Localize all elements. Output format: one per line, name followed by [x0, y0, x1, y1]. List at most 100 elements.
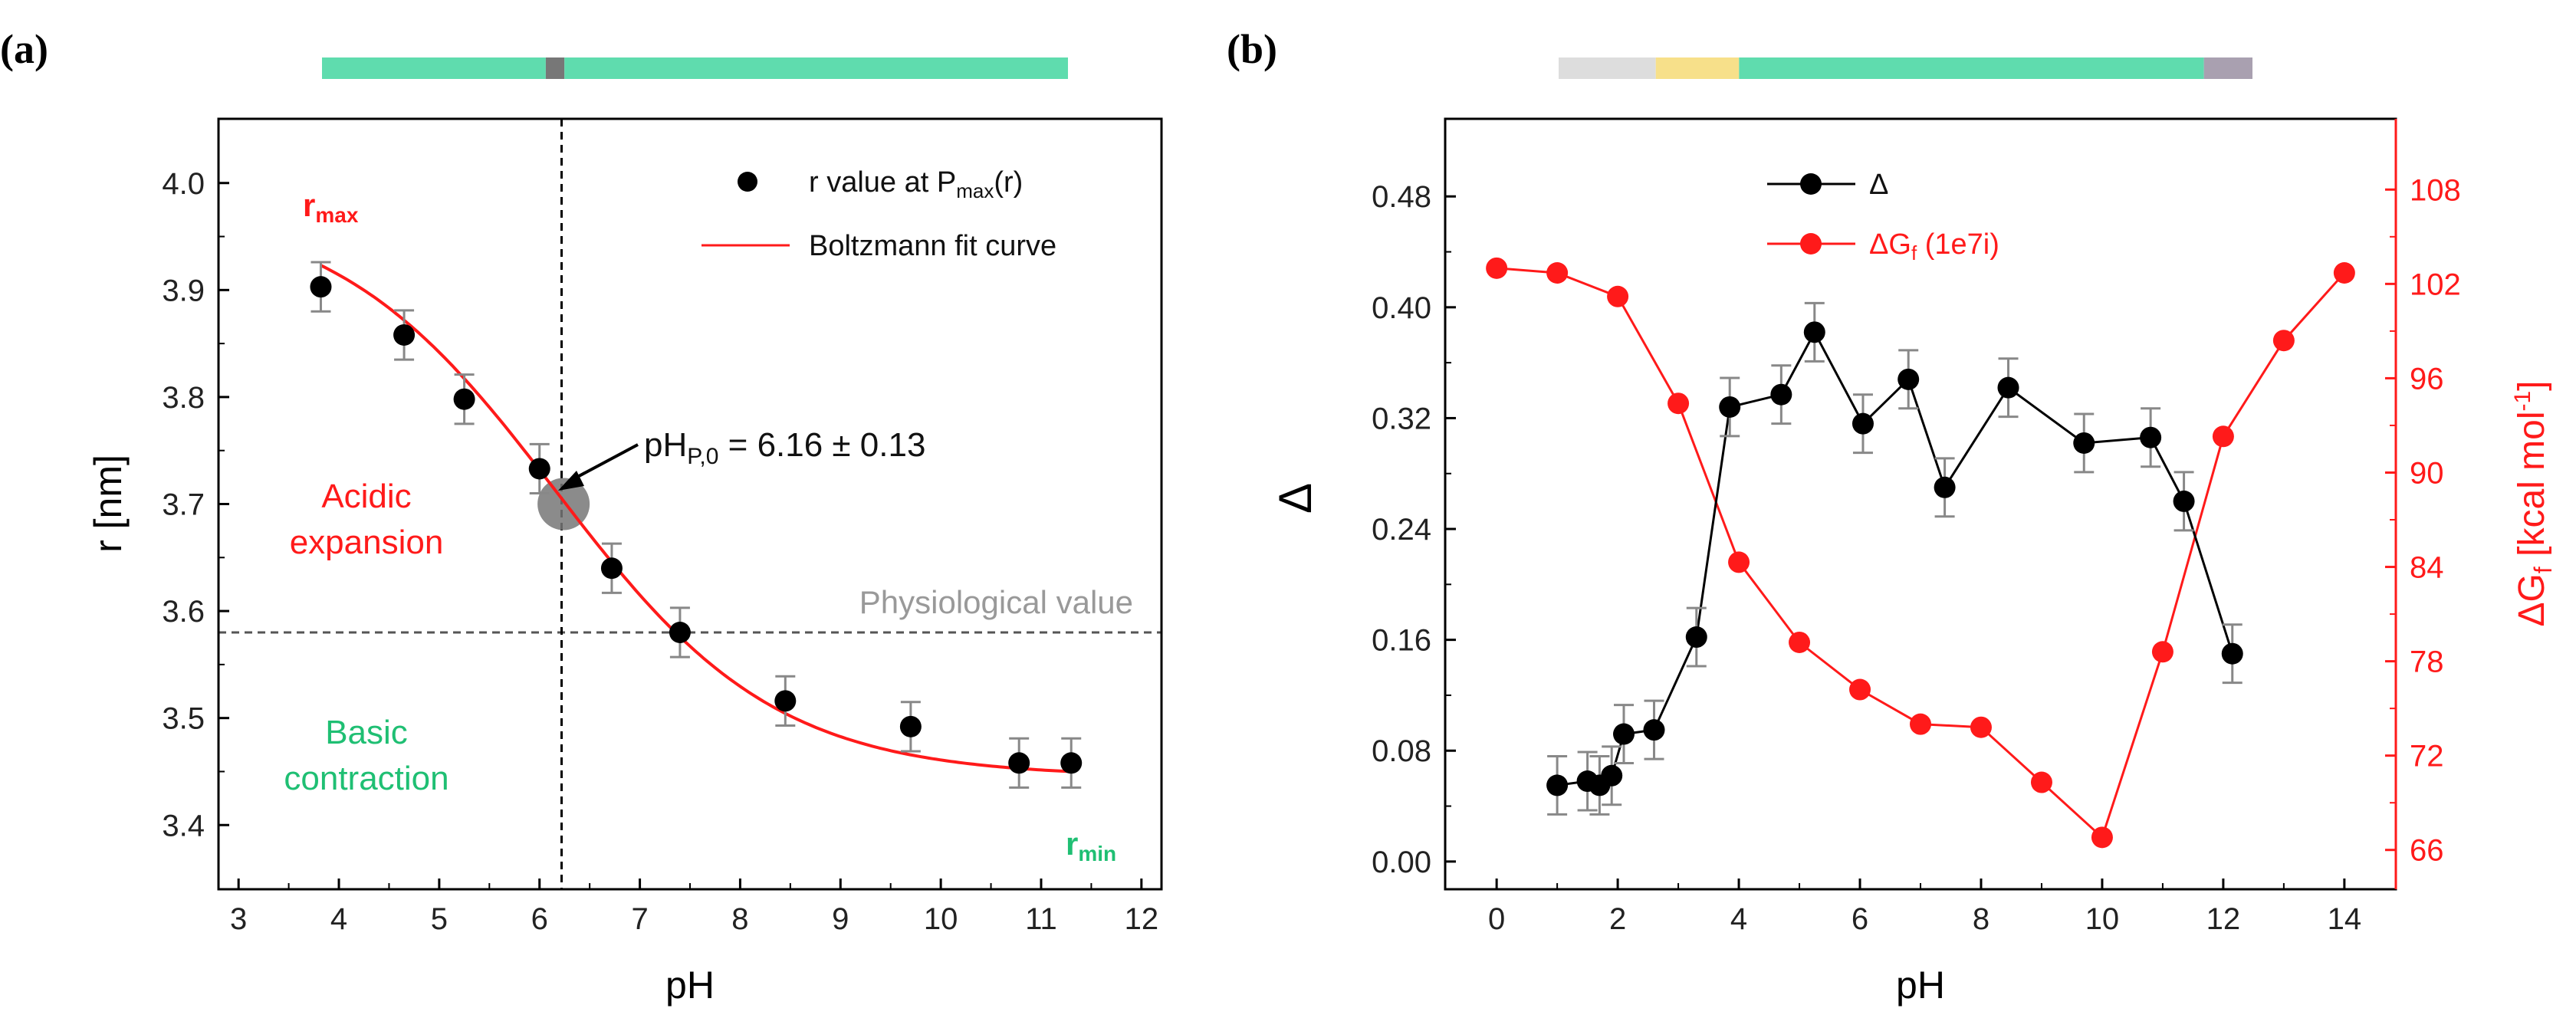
php0-arrow-head	[558, 471, 584, 491]
legend-marker-delta	[1800, 173, 1822, 195]
y2-tick-label: 102	[2410, 268, 2461, 301]
legend-marker-r-value	[738, 172, 757, 192]
panel-a-y-axis-title: r [nm]	[87, 455, 130, 553]
panel-b-legend: Δ ΔGf (1e7i)	[1767, 169, 1999, 264]
y-tick-label: 3.5	[162, 702, 205, 736]
x-tick-label: 8	[731, 902, 748, 936]
r-value-point	[899, 715, 922, 737]
band-segment-2	[564, 57, 1068, 79]
band-segment-0	[1559, 57, 1656, 79]
delta-point	[2221, 642, 2243, 665]
delta-series-line	[1556, 330, 2234, 787]
panel-b-x-axis-title: pH	[1896, 964, 1945, 1007]
y-tick-label: 3.9	[162, 274, 205, 307]
delta-point	[2140, 426, 2162, 448]
delta-point	[1934, 476, 1956, 498]
r-value-point	[310, 276, 332, 298]
panel-b-top-band	[1559, 57, 2252, 79]
dgf-point	[1970, 716, 1992, 738]
x-tick-label: 11	[1025, 902, 1057, 936]
x-tick-label: 6	[531, 902, 548, 936]
r-value-point	[1060, 752, 1083, 774]
delta-point	[2173, 490, 2195, 512]
delta-point	[1997, 376, 2019, 399]
y2-tick-label: 108	[2410, 173, 2461, 207]
dgf-point	[2212, 425, 2234, 448]
delta-point	[1852, 412, 1874, 435]
delta-point	[1612, 723, 1635, 745]
r-value-point	[600, 557, 623, 580]
band-segment-3	[2203, 57, 2252, 79]
delta-point	[1546, 774, 1569, 796]
dgf-point	[1486, 257, 1508, 279]
y2-tick-label: 90	[2410, 456, 2444, 490]
dgf-point	[1789, 631, 1811, 653]
delta-point	[1898, 368, 1920, 390]
acidic-label-line2: expansion	[290, 524, 444, 561]
legend-label-dgf: ΔGf (1e7i)	[1869, 228, 1999, 264]
x-tick-label: 2	[1609, 902, 1626, 936]
basic-label-line2: contraction	[284, 760, 449, 797]
legend-marker-dgf	[1800, 233, 1822, 255]
acidic-label-line1: Acidic	[321, 478, 411, 515]
y2-tick-label: 66	[2410, 834, 2444, 868]
y-tick-label: 0.40	[1372, 291, 1431, 325]
rmin-label: rmin	[1066, 826, 1116, 865]
band-segment-2	[1739, 57, 2204, 79]
delta-point	[1685, 626, 1707, 649]
band-segment-0	[322, 57, 546, 79]
y-tick-label: 3.4	[162, 809, 205, 842]
dgf-point	[2272, 330, 2295, 352]
dgf-point	[1607, 285, 1629, 307]
y-tick-label: 0.16	[1372, 624, 1431, 658]
panel-b-right-axis-title: ΔGf [kcal mol-1]	[2510, 380, 2557, 626]
r-value-point	[1008, 752, 1030, 774]
delta-point	[1770, 383, 1792, 406]
legend-label-delta: Δ	[1869, 169, 1888, 201]
panel-a-label: (a)	[0, 26, 48, 72]
y2-tick-label: 96	[2410, 362, 2444, 396]
panel-a: (a) 3 4 5 6 7 8 9 10 11 12 3.4 3.5 3.6 3.7 3.8 3.9 4.0 p…	[0, 26, 1163, 1007]
x-tick-label: 5	[431, 902, 448, 936]
y2-tick-label: 84	[2410, 551, 2444, 585]
r-value-point	[774, 690, 797, 712]
y-tick-label: 0.08	[1372, 734, 1431, 768]
x-tick-label: 10	[2085, 902, 2120, 936]
dgf-point	[1728, 551, 1750, 573]
y-tick-label: 0.48	[1372, 180, 1431, 214]
basic-label-line1: Basic	[325, 714, 408, 751]
dgf-point	[2030, 771, 2052, 793]
x-tick-label: 0	[1488, 902, 1505, 936]
r-value-point	[669, 622, 691, 643]
dgf-point	[2091, 826, 2113, 849]
y-tick-label: 0.24	[1372, 513, 1431, 547]
r-value-point	[393, 324, 416, 346]
dgf-point	[1668, 392, 1690, 415]
y-tick-label: 3.8	[162, 381, 205, 415]
panel-b-label: (b)	[1227, 26, 1277, 72]
x-tick-label: 10	[924, 902, 958, 936]
x-tick-label: 7	[631, 902, 648, 936]
y2-tick-label: 72	[2410, 740, 2444, 773]
dgf-point	[1910, 713, 1931, 735]
x-tick-label: 14	[2328, 902, 2362, 936]
x-tick-label: 3	[230, 902, 247, 936]
panel-b-y-axis-title: Δ	[1270, 483, 1321, 514]
y-tick-label: 0.32	[1372, 402, 1431, 435]
dgf-point	[2151, 641, 2174, 663]
y-tick-label: 4.0	[162, 167, 205, 201]
dgf-point	[1849, 678, 1871, 701]
x-tick-label: 6	[1852, 902, 1868, 936]
x-tick-label: 9	[832, 902, 849, 936]
y-tick-label: 0.00	[1372, 846, 1431, 879]
r-value-point	[453, 388, 475, 410]
delta-point	[1643, 719, 1665, 741]
panel-a-x-axis-title: pH	[665, 964, 715, 1007]
legend-label-r-value: r value at Pmax(r)	[809, 166, 1023, 202]
delta-point	[1719, 396, 1741, 418]
y-tick-label: 3.6	[162, 595, 205, 629]
x-tick-label: 4	[330, 902, 347, 936]
rmax-label: rmax	[303, 187, 359, 227]
delta-point	[1803, 321, 1825, 343]
panel-a-top-band	[322, 57, 1068, 79]
